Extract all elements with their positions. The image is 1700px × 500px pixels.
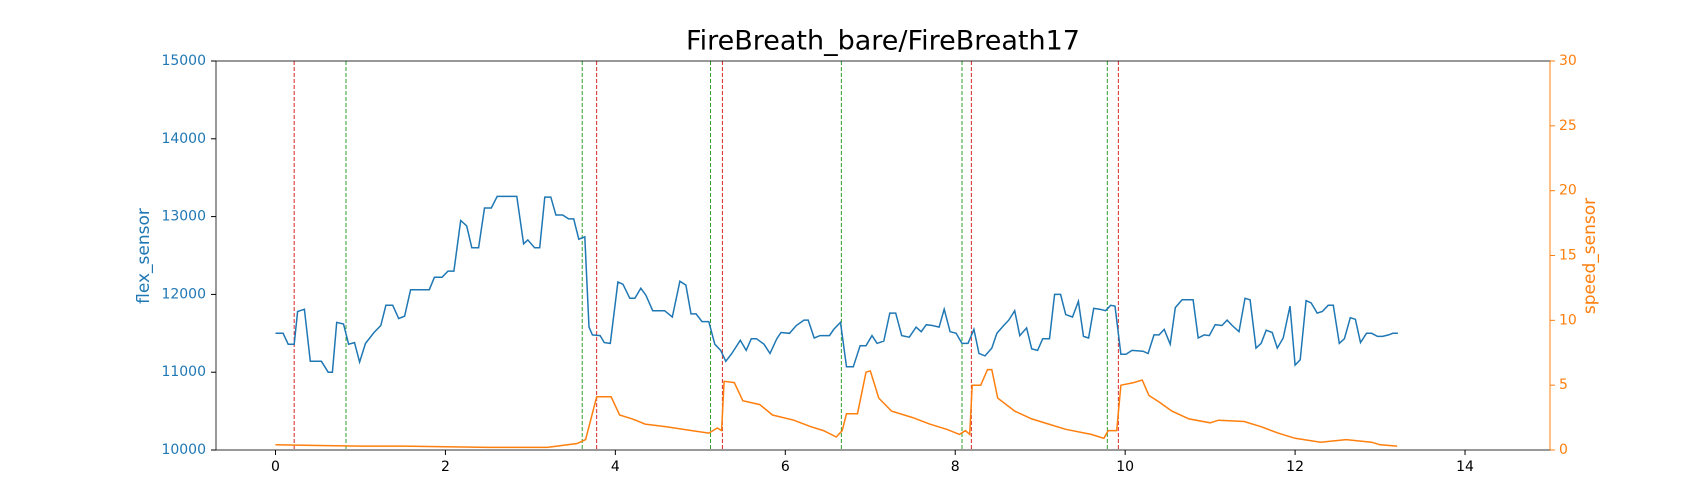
x-tick-label: 4 — [611, 459, 620, 475]
y-axis-label: flex_sensor — [134, 208, 154, 304]
x-tick-label: 6 — [781, 459, 790, 475]
y2-axis-label: speed_sensor — [1580, 198, 1600, 314]
y2-tick-label: 0 — [1559, 442, 1568, 458]
y-tick-label: 15000 — [161, 53, 206, 69]
y-tick-label: 11000 — [161, 364, 206, 380]
plot-frame — [215, 60, 1551, 451]
x-tick-label: 8 — [951, 459, 960, 475]
chart-title: FireBreath_bare/FireBreath17 — [686, 26, 1080, 57]
y2-tick-label: 30 — [1559, 53, 1577, 69]
x-tick-label: 10 — [1116, 459, 1134, 475]
y2-tick-label: 10 — [1559, 312, 1577, 328]
x-tick-label: 14 — [1456, 459, 1474, 475]
x-tick-label: 12 — [1286, 459, 1304, 475]
x-tick-label: 0 — [271, 459, 280, 475]
series-line — [275, 195, 1398, 373]
y2-tick-label: 25 — [1559, 118, 1577, 134]
y2-tick-label: 5 — [1559, 377, 1568, 393]
y2-tick-label: 20 — [1559, 183, 1577, 199]
y-tick-label: 12000 — [161, 286, 206, 302]
y2-tick-label: 15 — [1559, 248, 1577, 264]
y-tick-label: 14000 — [161, 131, 206, 147]
y-tick-label: 10000 — [161, 442, 206, 458]
y-tick-label: 13000 — [161, 209, 206, 225]
x-tick-label: 2 — [441, 459, 450, 475]
series-line — [275, 368, 1398, 449]
